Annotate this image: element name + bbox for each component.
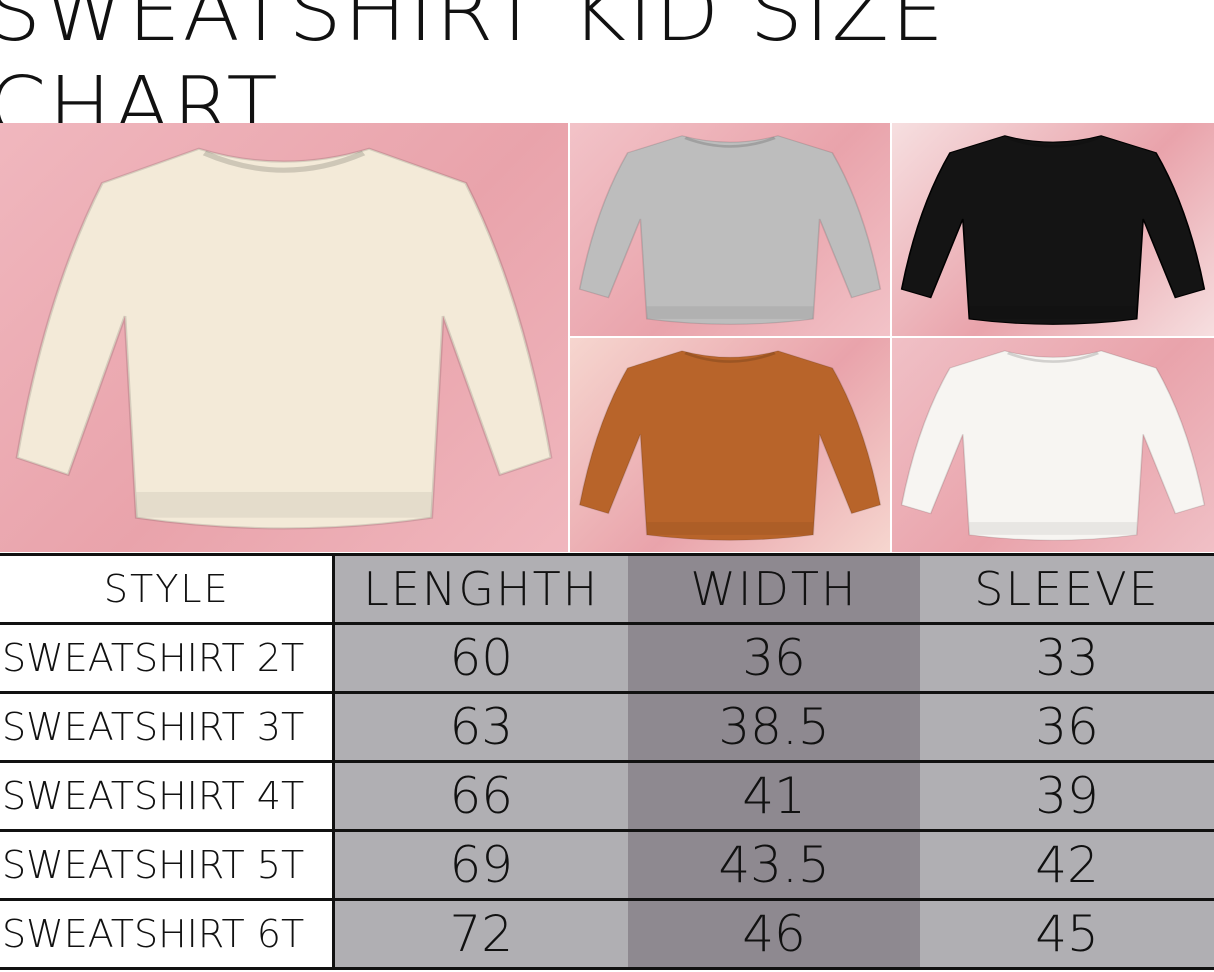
value-cell: 36 [920,691,1214,763]
value-cell: 69 [333,829,628,901]
value-cell: 66 [333,760,628,832]
style-cell: SWEATSHIRT 3T [0,691,335,763]
table-row: SWEATSHIRT 3T 63 38.5 36 [0,691,1214,763]
style-cell: SWEATSHIRT 2T [0,622,335,694]
page-title: SWEATSHIRT KID SIZE CHART [0,0,946,155]
value-cell: 45 [920,898,1214,970]
table-row: SWEATSHIRT 6T 72 46 45 [0,898,1214,970]
value-cell: 39 [920,760,1214,832]
style-cell: SWEATSHIRT 5T [0,829,335,901]
style-cell: SWEATSHIRT 6T [0,898,335,970]
column-header: WIDTH [628,553,920,625]
product-photo-black [892,123,1214,336]
value-cell: 38.5 [628,691,920,763]
value-cell: 72 [333,898,628,970]
value-cell: 42 [920,829,1214,901]
product-photo-cream [0,123,568,552]
header-row: STYLE LENGHTH WIDTH SLEEVE [0,553,1214,625]
table-row: SWEATSHIRT 5T 69 43.5 42 [0,829,1214,901]
column-header: SLEEVE [920,553,1214,625]
value-cell: 43.5 [628,829,920,901]
value-cell: 33 [920,622,1214,694]
value-cell: 60 [333,622,628,694]
table-row: SWEATSHIRT 2T 60 36 33 [0,622,1214,694]
value-cell: 63 [333,691,628,763]
sweatshirt-white [900,350,1206,541]
column-header: STYLE [0,553,335,625]
sweatshirt-gray [578,135,882,325]
sweatshirt-black [900,135,1206,325]
table-row: SWEATSHIRT 4T 66 41 39 [0,760,1214,832]
product-photo-rust [570,338,890,552]
style-cell: SWEATSHIRT 4T [0,760,335,832]
product-photo-white [892,338,1214,552]
product-photo-gray [570,123,890,336]
value-cell: 41 [628,760,920,832]
value-cell: 36 [628,622,920,694]
value-cell: 46 [628,898,920,970]
sweatshirt-rust [578,350,882,541]
sweatshirt-cream [15,147,553,530]
size-table: STYLE LENGHTH WIDTH SLEEVE SWEATSHIRT 2T 60 36… [0,553,1214,970]
column-header: LENGHTH [333,553,628,625]
